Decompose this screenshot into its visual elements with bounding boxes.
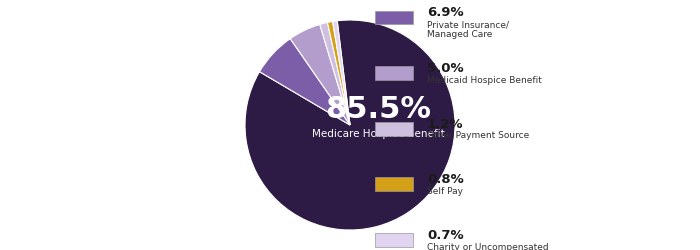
- Wedge shape: [332, 21, 350, 125]
- Text: 0.7%: 0.7%: [427, 229, 463, 242]
- Text: Private Insurance/
Managed Care: Private Insurance/ Managed Care: [427, 20, 509, 40]
- Wedge shape: [290, 24, 350, 125]
- Text: Medicare Hospice Benefit: Medicare Hospice Benefit: [312, 129, 444, 139]
- Text: Self Pay: Self Pay: [427, 187, 463, 196]
- Text: 6.9%: 6.9%: [427, 6, 463, 19]
- Text: 5.0%: 5.0%: [427, 62, 463, 75]
- Text: 1.2%: 1.2%: [427, 118, 463, 130]
- Text: Other Payment Source: Other Payment Source: [427, 131, 529, 140]
- Wedge shape: [320, 22, 350, 125]
- Wedge shape: [245, 20, 455, 230]
- Wedge shape: [260, 39, 350, 125]
- Text: 0.8%: 0.8%: [427, 173, 464, 186]
- Wedge shape: [328, 22, 350, 125]
- Text: 85.5%: 85.5%: [325, 96, 431, 124]
- Text: Charity or Uncompensated
Care: Charity or Uncompensated Care: [427, 242, 549, 250]
- Text: Medicaid Hospice Benefit: Medicaid Hospice Benefit: [427, 76, 542, 84]
